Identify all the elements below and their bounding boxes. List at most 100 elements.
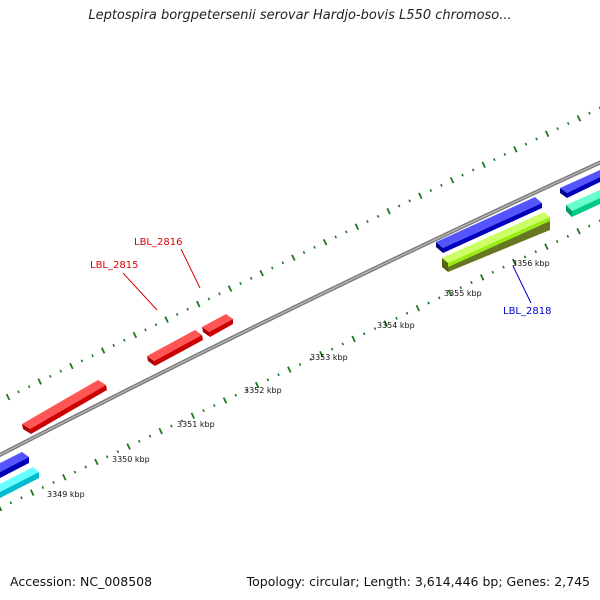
ring-tick — [481, 161, 486, 168]
ring-tick — [112, 343, 116, 347]
ring-tick — [29, 489, 35, 496]
gene-upper-right[interactable] — [560, 170, 600, 198]
ring-tick — [186, 307, 190, 311]
ring-tick — [222, 397, 228, 404]
ring-tick — [207, 297, 211, 301]
ring-tick — [196, 300, 201, 308]
ring-tick — [52, 480, 55, 484]
ring-tick — [503, 152, 507, 156]
ring-tick — [513, 146, 518, 153]
ring-tick — [376, 214, 380, 218]
ring-tick — [245, 388, 248, 392]
ring-tick — [523, 255, 527, 259]
gene-left-blue[interactable] — [0, 452, 29, 478]
gene-lbl-2816[interactable] — [202, 314, 233, 337]
ring-tick — [190, 412, 196, 419]
ring-tick — [137, 439, 141, 443]
ring-tick — [429, 189, 433, 193]
ring-tick — [341, 342, 345, 346]
ring-tick — [37, 378, 42, 385]
ring-tick — [69, 362, 74, 370]
ring-tick — [48, 374, 52, 378]
ring-tick — [80, 359, 84, 363]
ring-tick — [254, 381, 260, 389]
ring-tick — [291, 254, 296, 261]
ring-tick — [298, 362, 302, 367]
ring-tick — [154, 323, 158, 327]
ring-tick — [91, 354, 94, 358]
ring-tick — [395, 316, 398, 320]
ring-tick — [373, 327, 377, 331]
ring-tick — [309, 357, 313, 361]
ring-tick — [281, 261, 285, 265]
ring-tick — [175, 312, 179, 316]
gene-lbl-2818[interactable] — [442, 212, 550, 272]
ring-tick — [576, 228, 581, 235]
kbp-label: 3356 kbp — [512, 259, 550, 268]
ring-tick — [470, 280, 473, 285]
ring-tick — [212, 403, 216, 408]
ring-tick — [544, 130, 550, 138]
ring-tick — [41, 485, 45, 490]
kbp-label: 3353 kbp — [310, 353, 348, 362]
ring-tick — [491, 270, 495, 274]
kbp-label: 3351 kbp — [177, 420, 215, 429]
ring-tick — [362, 332, 366, 336]
ring-tick — [576, 115, 582, 122]
ring-tick — [440, 183, 443, 187]
kbp-label: 3349 kbp — [47, 490, 85, 499]
ring-tick — [277, 373, 280, 377]
ring-tick — [588, 111, 591, 115]
ring-tick — [266, 378, 270, 382]
ring-tick — [366, 220, 369, 224]
gene-teal-right[interactable] — [566, 190, 600, 217]
ring-tick — [512, 258, 517, 266]
ring-tick — [59, 369, 63, 373]
ring-tick — [73, 470, 77, 474]
ring-tick — [105, 455, 109, 459]
ring-tick — [158, 427, 163, 435]
ring-tick — [9, 501, 13, 505]
ring-tick — [148, 434, 152, 438]
ring-tick — [397, 204, 401, 208]
ring-tick — [287, 366, 292, 373]
ring-tick — [20, 496, 23, 500]
ring-tick — [386, 207, 391, 215]
ring-tick — [535, 137, 538, 141]
ring-tick — [330, 347, 334, 351]
leader-lbl-2816 — [180, 248, 201, 289]
map-title: Leptospira borgpetersenii serovar Hardjo… — [88, 8, 512, 23]
ring-tick — [270, 266, 274, 270]
ring-tick — [334, 235, 338, 239]
ring-tick — [544, 243, 549, 250]
ring-tick — [94, 458, 99, 466]
ring-tick — [427, 301, 430, 305]
leader-lbl-2815 — [122, 272, 158, 311]
ring-tick — [144, 328, 147, 332]
gene-lbl-2815[interactable] — [147, 330, 203, 366]
gene-lbl-2814[interactable] — [22, 380, 107, 434]
ring-tick — [447, 289, 453, 296]
gene-left-cyan[interactable] — [0, 467, 39, 498]
ring-tick — [319, 351, 324, 358]
ring-tick — [459, 286, 463, 290]
ring-tick — [322, 238, 328, 246]
ring-tick — [437, 296, 441, 300]
ring-tick — [492, 158, 496, 162]
ring-tick — [0, 505, 3, 512]
ring-tick — [62, 474, 67, 481]
ring-tick — [555, 239, 559, 244]
ring-tick — [202, 409, 205, 413]
gene-lbl-2817[interactable] — [436, 197, 542, 253]
kbp-label: 3355 kbp — [444, 289, 482, 298]
ring-tick — [27, 385, 31, 389]
ring-tick — [502, 265, 505, 269]
gene-label: LBL_2816 — [134, 237, 182, 248]
ring-tick — [239, 281, 242, 285]
ring-tick — [405, 311, 409, 315]
ring-tick — [449, 177, 455, 184]
ring-tick — [566, 121, 570, 126]
ring-tick — [415, 304, 421, 312]
outer-dotted-ring — [5, 106, 600, 401]
